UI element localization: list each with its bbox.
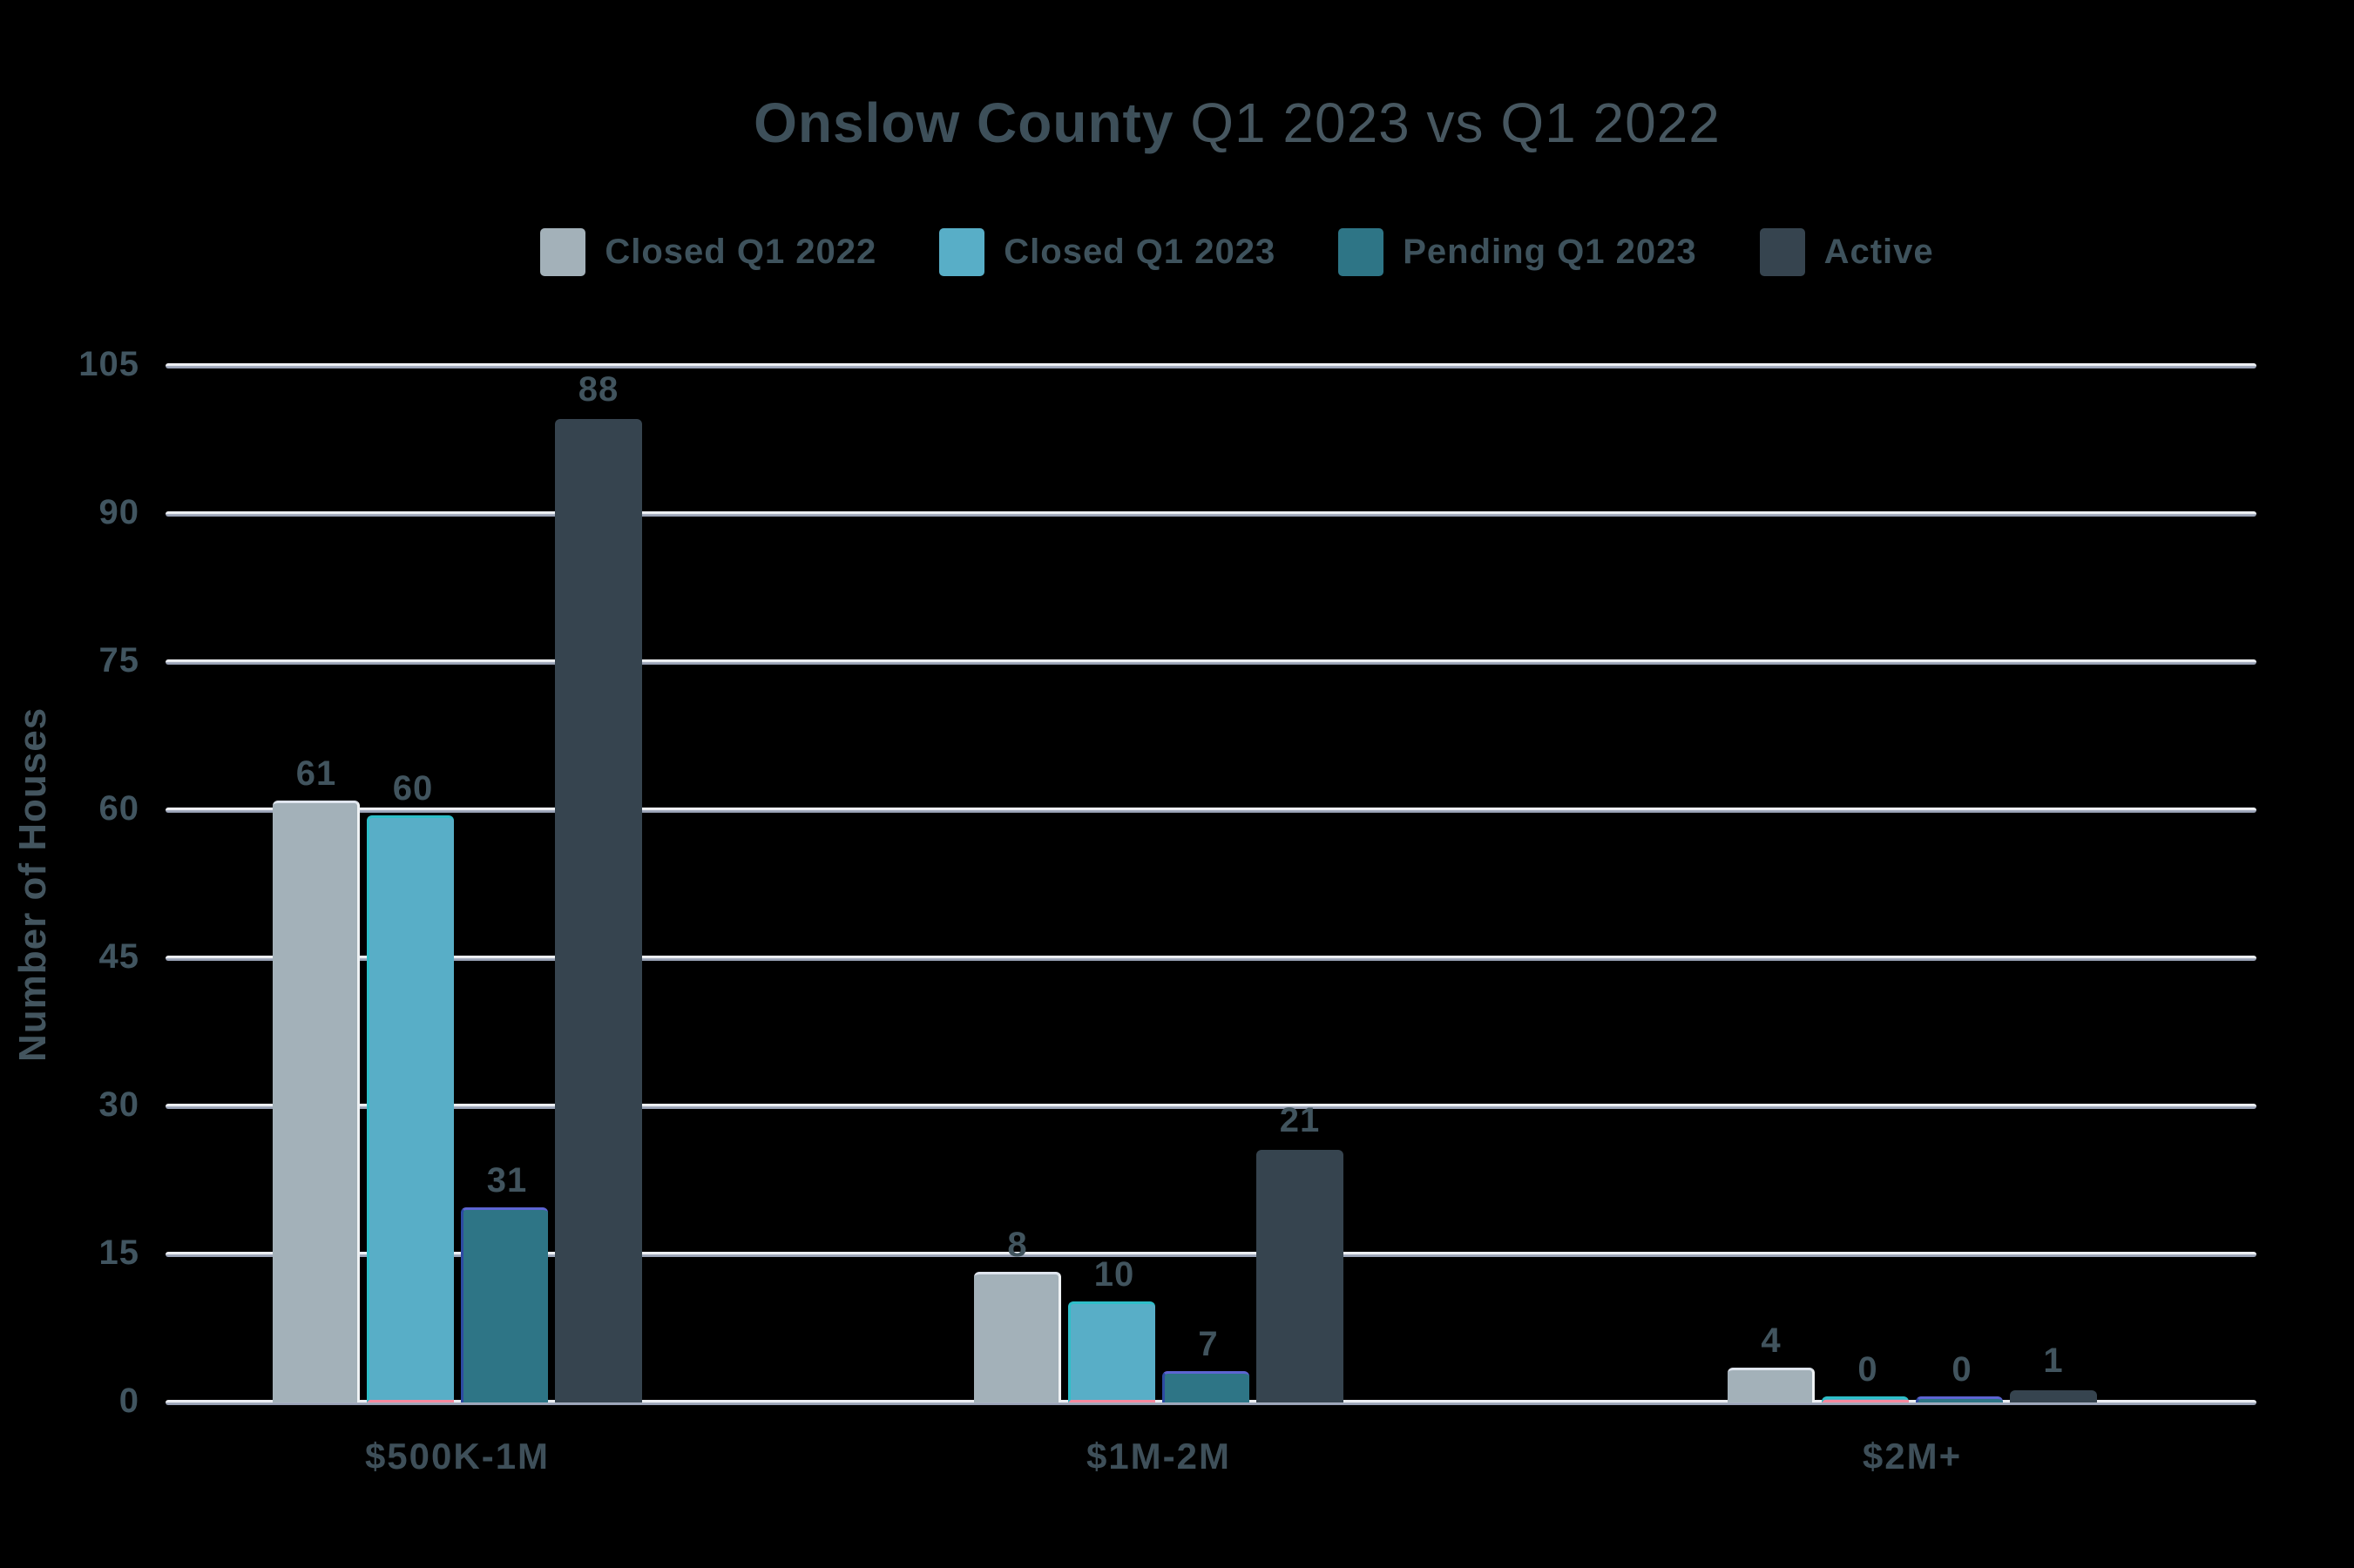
bar-closed-q1-2023--500k-1m: 60 (367, 769, 454, 1402)
chart-title-emphasis: Onslow County (754, 91, 1174, 154)
gridline-0 (166, 1400, 2256, 1405)
bar-group--500k-1m: 61 60 31 88 (273, 370, 642, 1402)
y-tick-label-105: 105 (78, 345, 139, 383)
gridline-75 (166, 659, 2256, 665)
gridline-30 (166, 1104, 2256, 1109)
x-tick-label--2m-: $2M+ (1862, 1436, 1963, 1477)
bar-value-closed-q1-2022--500k-1m: 61 (295, 754, 337, 793)
legend-item-closed-q1-2022: Closed Q1 2022 (540, 228, 876, 276)
bar-pending-q1-2023--2m-: 0 (1916, 1350, 2003, 1402)
y-tick-label-60: 60 (98, 789, 139, 828)
legend-item-active: Active (1759, 228, 1934, 276)
legend-swatch-closed-q1-2023 (939, 228, 985, 276)
legend: Closed Q1 2022 Closed Q1 2023 Pending Q1 2… (166, 228, 2309, 276)
chart-title-rest: Q1 2023 vs Q1 2022 (1174, 91, 1721, 154)
bar-value-closed-q1-2022--2m-: 4 (1761, 1321, 1782, 1361)
legend-swatch-active (1759, 228, 1805, 276)
bar-value-active--500k-1m: 88 (578, 370, 619, 409)
bar-pending-q1-2023--500k-1m: 31 (461, 1161, 548, 1402)
gridline-60 (166, 808, 2256, 813)
bar-value-closed-q1-2023--500k-1m: 60 (392, 768, 434, 808)
bar-active--2m-: 1 (2010, 1342, 2097, 1402)
y-tick-label-75: 75 (98, 641, 139, 679)
bar-active--1m-2m: 21 (1256, 1101, 1343, 1402)
legend-label-pending-q1-2023: Pending Q1 2023 (1403, 233, 1697, 271)
legend-item-closed-q1-2023: Closed Q1 2023 (939, 228, 1275, 276)
bar-group--2m-: 4 0 0 1 (1728, 1321, 2097, 1402)
bar-value-closed-q1-2023--2m-: 0 (1857, 1350, 1878, 1389)
gridline-90 (166, 511, 2256, 517)
bar-value-active--1m-2m: 21 (1279, 1100, 1321, 1139)
gridline-45 (166, 956, 2256, 961)
bar-value-pending-q1-2023--2m-: 0 (1952, 1350, 1972, 1389)
bar-pending-q1-2023--1m-2m: 7 (1162, 1325, 1249, 1402)
bar-group--1m-2m: 8 10 7 21 (974, 1101, 1343, 1402)
legend-label-closed-q1-2023: Closed Q1 2023 (1004, 233, 1276, 271)
gridline-105 (166, 363, 2256, 368)
legend-swatch-closed-q1-2022 (540, 228, 586, 276)
legend-label-closed-q1-2022: Closed Q1 2022 (605, 233, 877, 271)
plot-area: 61 60 31 88 8 10 7 21 4 0 0 1 (166, 363, 2256, 1405)
bar-value-active--2m-: 1 (2043, 1342, 2064, 1381)
gridline-15 (166, 1252, 2256, 1257)
x-tick-label--500k-1m: $500K-1M (364, 1436, 551, 1477)
y-tick-label-45: 45 (98, 937, 139, 976)
bar-closed-q1-2023--2m-: 0 (1822, 1350, 1909, 1402)
bar-closed-q1-2023--1m-2m: 10 (1068, 1255, 1155, 1402)
bar-value-closed-q1-2022--1m-2m: 8 (1007, 1226, 1028, 1265)
bar-value-closed-q1-2023--1m-2m: 10 (1093, 1255, 1135, 1294)
legend-label-active: Active (1823, 233, 1934, 271)
y-tick-label-30: 30 (98, 1085, 139, 1124)
bar-closed-q1-2022--2m-: 4 (1728, 1321, 1815, 1402)
legend-item-pending-q1-2023: Pending Q1 2023 (1338, 228, 1696, 276)
bar-active--500k-1m: 88 (555, 370, 642, 1402)
y-tick-label-90: 90 (98, 493, 139, 531)
legend-swatch-pending-q1-2023 (1338, 228, 1384, 276)
x-tick-label--1m-2m: $1M-2M (1086, 1436, 1232, 1477)
bar-value-pending-q1-2023--1m-2m: 7 (1198, 1324, 1219, 1363)
bar-closed-q1-2022--1m-2m: 8 (974, 1226, 1061, 1402)
bar-value-pending-q1-2023--500k-1m: 31 (486, 1160, 528, 1200)
y-tick-label-0: 0 (118, 1382, 139, 1420)
y-tick-label-15: 15 (98, 1233, 139, 1272)
chart-title: Onslow County Q1 2023 vs Q1 2022 (166, 91, 2309, 155)
bar-closed-q1-2022--500k-1m: 61 (273, 754, 360, 1402)
